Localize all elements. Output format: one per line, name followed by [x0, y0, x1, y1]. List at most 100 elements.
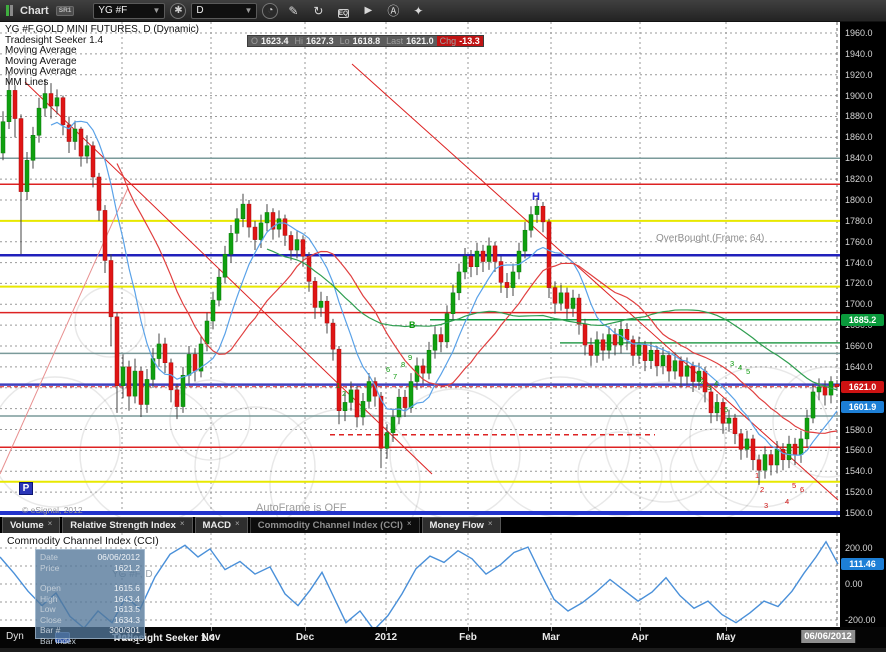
- gear-icon: ✱: [174, 4, 183, 16]
- svg-text:9: 9: [408, 353, 412, 362]
- cci-tick-label: 200.00: [845, 543, 873, 553]
- auto-button[interactable]: Ⓐ: [383, 2, 403, 20]
- open-label: O: [251, 36, 259, 46]
- month-tick: [211, 627, 212, 631]
- toolbar: Chart SR1 YG #F ▼ ✱ D ▼ ◔ ✎ ↻ EQ ▶ Ⓐ ✦: [0, 0, 886, 22]
- replay-button[interactable]: ↻: [308, 2, 328, 20]
- chevron-down-icon: ▼: [152, 6, 161, 15]
- time-template-button[interactable]: ◔: [262, 2, 279, 19]
- month-tick: [468, 627, 469, 631]
- tab-money-flow[interactable]: Money Flow ×: [421, 517, 501, 533]
- play-icon: ▶: [364, 4, 373, 16]
- dw-date: 06/06/2012: [97, 552, 140, 562]
- legend-ma-line: Moving Average: [5, 66, 77, 77]
- tab-cci[interactable]: Commodity Channel Index (CCI) ×: [249, 517, 420, 533]
- price-tick-label: 1520.0: [845, 487, 873, 498]
- month-tick: [551, 627, 552, 631]
- symbol-settings-button[interactable]: ✱: [170, 2, 187, 19]
- pencil-icon: ✎: [288, 3, 299, 18]
- x-axis-label: Feb: [459, 632, 477, 643]
- replay-icon: ↻: [313, 3, 324, 18]
- cci-panel-title: Commodity Channel Index (CCI): [7, 535, 159, 547]
- p-marker-badge: P: [19, 482, 33, 495]
- x-axis-label: May: [716, 632, 736, 643]
- indicator-tabs-bar: Volume × Relative Strength Index × MACD × C…: [0, 517, 840, 533]
- clock-icon: ◔: [267, 4, 274, 16]
- close-icon[interactable]: ×: [179, 519, 185, 528]
- window-title: Chart: [20, 4, 49, 17]
- svg-text:B: B: [409, 320, 416, 330]
- copyright-text: © eSignal, 2012: [22, 505, 83, 515]
- dw-close: 1634.3: [114, 614, 140, 625]
- high-label: Hi: [294, 36, 304, 46]
- price-tick-label: 1500.0: [845, 508, 873, 518]
- price-tick-label: 1800.0: [845, 194, 873, 205]
- last-label: Last: [386, 36, 404, 46]
- price-badge: 1621.0: [841, 380, 884, 393]
- svg-text:7: 7: [393, 372, 397, 381]
- svg-text:2: 2: [760, 485, 764, 494]
- interval-combo[interactable]: D ▼: [191, 2, 258, 19]
- chart-legend: YG #F,GOLD MINI FUTURES, D (Dynamic) Tra…: [5, 24, 199, 88]
- price-tick-label: 1560.0: [845, 445, 873, 456]
- symbol-value: YG #F: [98, 5, 128, 16]
- interval-value: D: [196, 5, 204, 16]
- price-tick-label: 1720.0: [845, 278, 873, 289]
- low-label: Lo: [339, 36, 350, 46]
- svg-text:2: 2: [342, 389, 346, 398]
- svg-text:6: 6: [800, 485, 804, 494]
- quote-info-bar: O 1623.4 Hi 1627.3 Lo 1618.8 Last 1621.0 Chg…: [247, 35, 484, 47]
- data-window-tooltip: Date 06/06/2012 Price 1621.2 Open 1615.6 Hi…: [35, 549, 145, 646]
- play-button[interactable]: ▶: [358, 2, 378, 20]
- svg-text:4: 4: [714, 379, 718, 388]
- svg-text:5: 5: [792, 481, 796, 490]
- change-value: -13.3: [459, 36, 480, 46]
- svg-text:H: H: [532, 191, 540, 203]
- app-name-label: Tradesight Seeker 1.4: [112, 633, 215, 644]
- price-tick-label: 1820.0: [845, 174, 873, 185]
- svg-text:8: 8: [401, 360, 405, 369]
- window-link-badge[interactable]: SR1: [55, 5, 75, 16]
- signal-bars-icon: [6, 5, 13, 16]
- last-value: 1621.0: [406, 36, 434, 46]
- high-value: 1627.3: [306, 36, 334, 46]
- dyn-status-label: Dyn: [6, 631, 24, 642]
- close-icon[interactable]: ×: [406, 519, 412, 528]
- svg-text:3: 3: [707, 383, 711, 392]
- price-axis[interactable]: 1960.0 1940.0 1920.0 1900.0 1880.0 1860.0 1840…: [840, 22, 886, 627]
- dw-open: 1615.6: [114, 583, 140, 593]
- dw-price: 1621.2: [114, 562, 140, 573]
- legend-ma-line: Moving Average: [5, 55, 77, 67]
- autoframe-status-text: AutoFrame is OFF: [256, 502, 347, 514]
- close-icon[interactable]: ×: [47, 519, 53, 528]
- draw-button[interactable]: ✎: [283, 2, 303, 20]
- tab-macd[interactable]: MACD ×: [194, 517, 248, 533]
- eraser-icon: ✦: [413, 3, 424, 18]
- price-tick-label: 1740.0: [845, 257, 873, 268]
- x-axis-label: Mar: [542, 632, 560, 643]
- tab-volume[interactable]: Volume ×: [2, 517, 61, 533]
- price-tick-label: 1920.0: [845, 69, 873, 80]
- price-tick-label: 1700.0: [845, 299, 873, 310]
- close-icon[interactable]: ×: [487, 519, 493, 528]
- quotes-button[interactable]: EQ: [333, 2, 353, 20]
- tab-rsi[interactable]: Relative Strength Index ×: [62, 517, 193, 533]
- month-tick: [305, 627, 306, 631]
- eraser-button[interactable]: ✦: [408, 2, 428, 20]
- close-icon[interactable]: ×: [235, 519, 240, 528]
- legend-mm-lines: MM Lines: [5, 76, 49, 88]
- symbol-combo[interactable]: YG #F ▼: [93, 2, 166, 19]
- cci-tick-label: 0.00: [845, 579, 863, 589]
- svg-text:4: 4: [785, 497, 789, 506]
- price-tick-label: 1780.0: [845, 215, 873, 226]
- month-tick: [726, 627, 727, 631]
- svg-text:5: 5: [746, 367, 750, 376]
- price-tick-label: 1660.0: [845, 341, 873, 352]
- svg-text:4: 4: [738, 363, 742, 372]
- x-axis-label: Apr: [631, 632, 649, 643]
- time-axis-bar[interactable]: Dyn Tradesight Seeker 1.4 OctNovDec2012F…: [0, 627, 886, 648]
- dw-high: 1643.4: [114, 593, 140, 604]
